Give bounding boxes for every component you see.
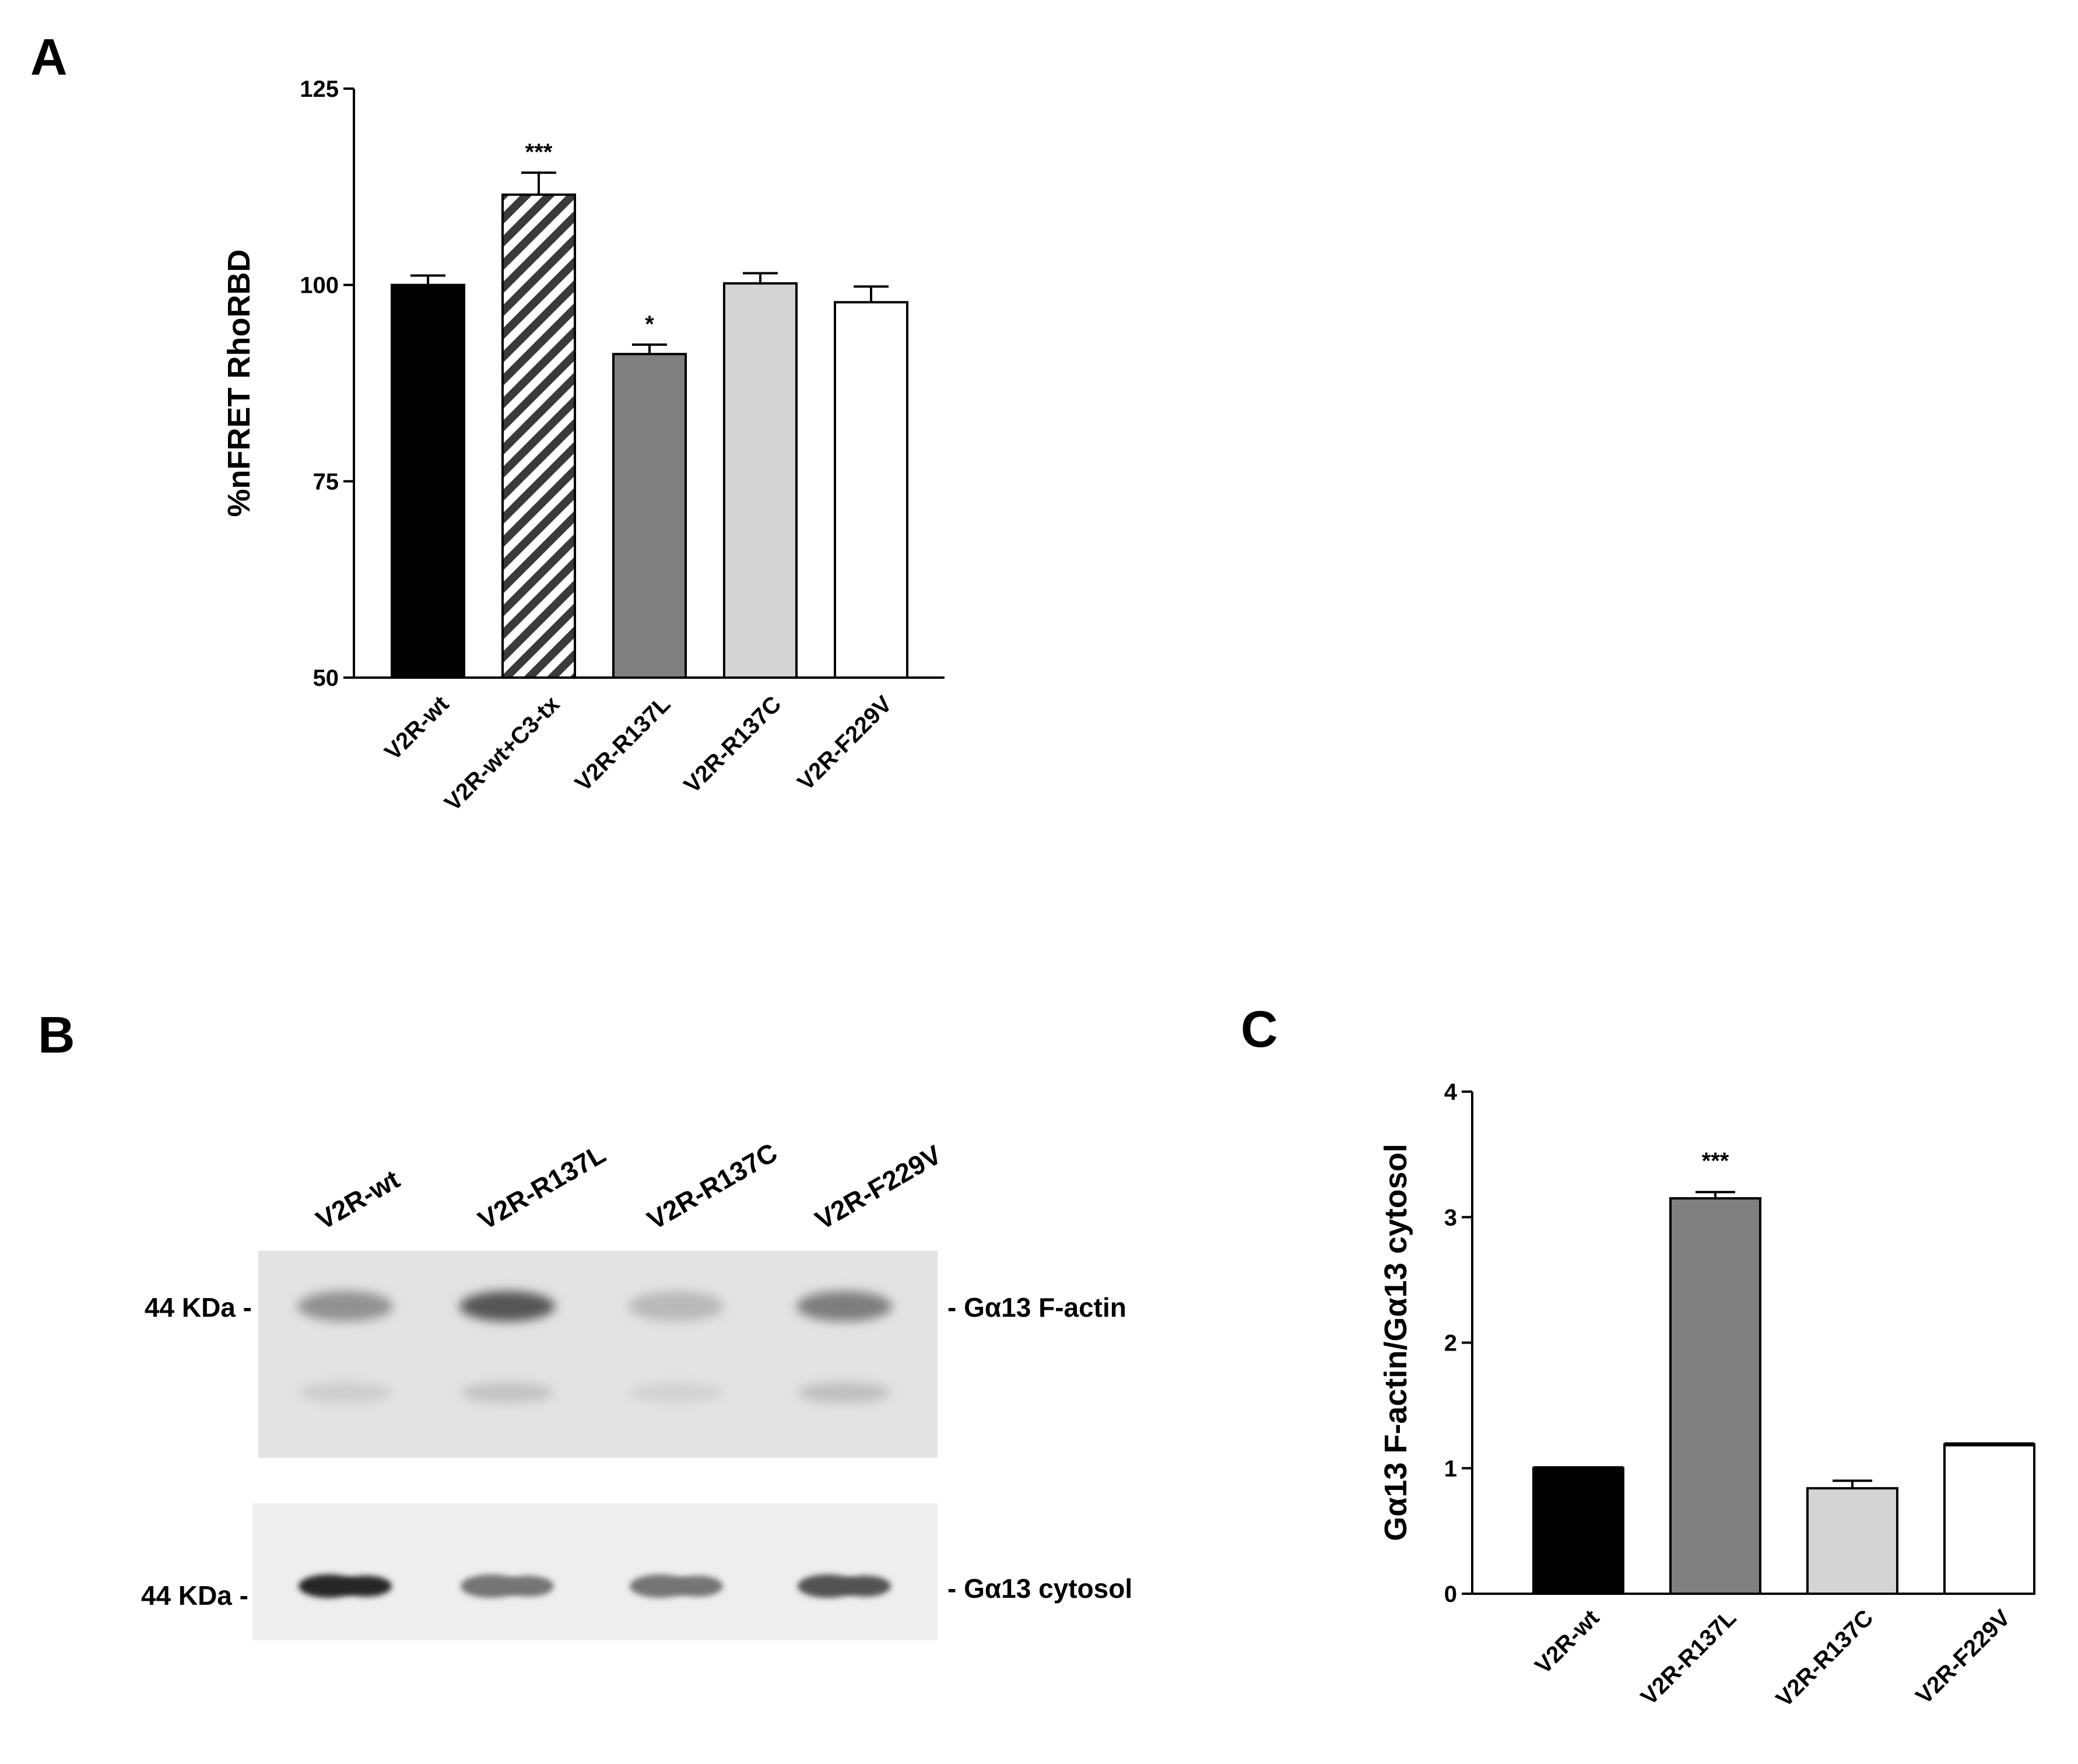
blot-lane-label: V2R-wt <box>311 1164 405 1236</box>
bar <box>501 193 576 679</box>
blot-band-top <box>297 1291 393 1321</box>
western-blot-b: V2R-wt V2R-R137L V2R-R137C V2R-F229V 44 KDa… <box>141 1137 1132 1640</box>
blot-band-top <box>796 1291 892 1321</box>
blot-top-label: - Gα13 F-actin <box>947 1292 1126 1323</box>
category-label: V2R-R137C <box>679 691 787 798</box>
blot-bottom-marker: 44 KDa - <box>141 1580 248 1611</box>
panel-letter-c: C <box>1241 1000 1278 1058</box>
blot-band-bottom <box>840 1576 891 1597</box>
category-label: V2R-R137L <box>1636 1605 1741 1710</box>
blot-band-top <box>629 1291 724 1321</box>
blot-band-bottom <box>630 1574 690 1598</box>
bar <box>1669 1197 1761 1595</box>
bar <box>1943 1443 2035 1595</box>
blot-lane-label: V2R-R137C <box>642 1137 782 1236</box>
bar <box>723 282 798 679</box>
bar <box>834 301 908 679</box>
category-label: V2R-R137L <box>570 691 675 796</box>
y-tick-label: 2 <box>1444 1331 1457 1356</box>
blot-bands <box>297 1291 892 1598</box>
blot-band-bottom <box>341 1576 392 1597</box>
blot-top-marker: 44 KDa - <box>145 1292 252 1323</box>
blot-band-bottom <box>461 1574 521 1598</box>
blot-lane-label: V2R-F229V <box>810 1139 946 1235</box>
blot-band-top-lower <box>299 1382 392 1403</box>
significance-marker: *** <box>1702 1148 1729 1174</box>
category-label: V2R-wt <box>380 691 454 765</box>
blot-top-membrane <box>258 1251 938 1458</box>
y-tick-label: 50 <box>313 665 339 691</box>
bar <box>1806 1487 1898 1595</box>
bar <box>1532 1467 1624 1595</box>
y-tick-label: 100 <box>300 273 339 299</box>
blot-band-top <box>459 1291 555 1321</box>
panel-letter-a: A <box>30 28 68 86</box>
category-label: V2R-R137C <box>1771 1605 1879 1712</box>
y-axis-title: %nFRET RhoRBD <box>222 250 257 517</box>
category-label: V2R-F229V <box>1911 1605 2015 1709</box>
category-label: V2R-wt+C3-tx <box>440 691 564 816</box>
y-tick-label: 3 <box>1444 1205 1457 1230</box>
y-tick-label: 1 <box>1444 1456 1457 1482</box>
y-tick-label: 0 <box>1444 1581 1457 1607</box>
y-tick-label: 4 <box>1444 1079 1458 1105</box>
y-axis-title: Gα13 F-actin/Gα13 cytosol <box>1378 1144 1413 1541</box>
bar <box>391 283 465 679</box>
significance-marker: *** <box>525 139 553 165</box>
blot-band-top-lower <box>798 1382 891 1403</box>
category-label: V2R-wt <box>1530 1605 1604 1679</box>
blot-lane-label: V2R-R137L <box>473 1138 610 1235</box>
blot-band-top-lower <box>630 1382 723 1403</box>
category-label: V2R-F229V <box>792 691 897 795</box>
blot-band-top-lower <box>461 1382 554 1403</box>
y-tick-label: 125 <box>300 76 339 102</box>
significance-marker: * <box>645 311 654 337</box>
y-tick-label: 75 <box>313 469 339 495</box>
blot-band-bottom <box>299 1574 359 1598</box>
blot-bottom-membrane <box>252 1503 938 1640</box>
panel-letter-b: B <box>38 1006 75 1064</box>
blot-band-bottom <box>503 1576 554 1597</box>
blot-bottom-label: - Gα13 cytosol <box>947 1573 1132 1604</box>
bar <box>612 353 687 679</box>
chart-c: 0 1 2 3 4 Gα13 F-actin/Gα13 cytosol V2R-wt *** V… <box>1378 1079 2035 1712</box>
blot-lane-labels: V2R-wt V2R-R137L V2R-R137C V2R-F229V <box>311 1137 946 1236</box>
chart-a: 50 75 100 125 %nFRET RhoRBD V2R-wt *** V2R-wt+C… <box>222 76 945 816</box>
blot-band-bottom <box>672 1576 723 1597</box>
blot-band-bottom <box>798 1574 858 1598</box>
